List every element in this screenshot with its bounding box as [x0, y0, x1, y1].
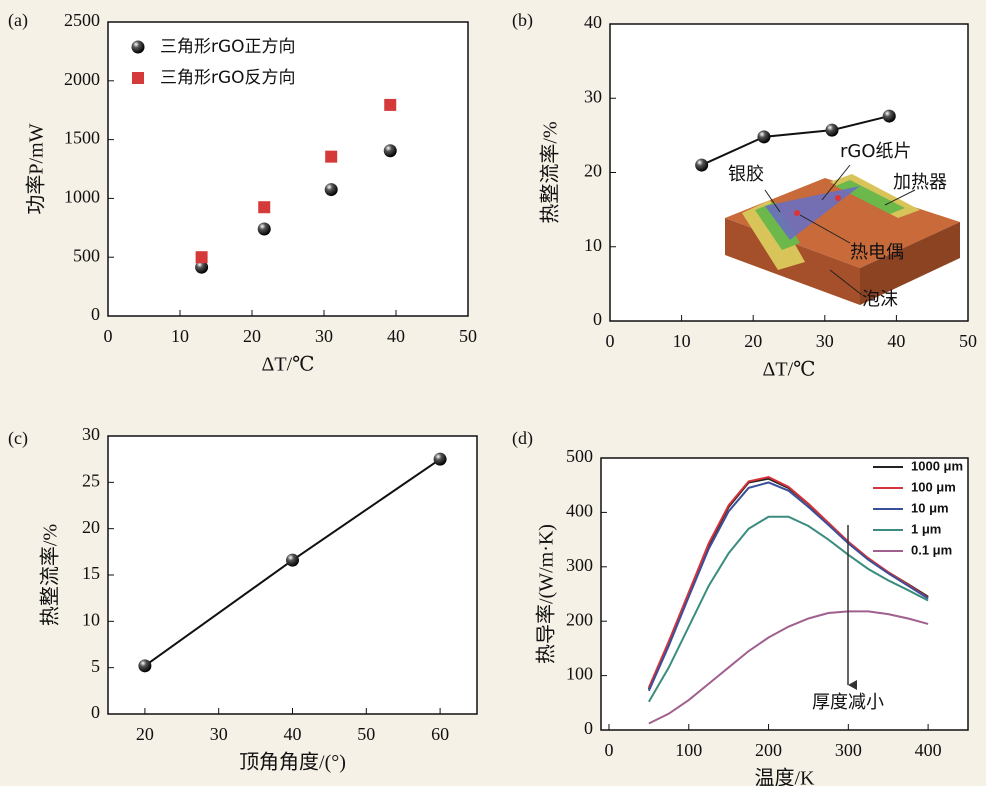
x-tick-label: 20: [744, 331, 762, 351]
panel-label: (a): [8, 10, 28, 31]
legend-label: 1000 μm: [911, 458, 963, 473]
x-tick-label: 30: [816, 331, 834, 351]
x-tick-label: 50: [357, 724, 375, 744]
y-tick-label: 20: [584, 161, 602, 181]
y-tick-label: 40: [584, 12, 602, 32]
legend-label: 100 μm: [911, 479, 956, 494]
legend-label: 1 μm: [911, 521, 941, 536]
x-tick-label: 40: [887, 331, 905, 351]
x-tick-label: 10: [673, 331, 691, 351]
x-tick-label: 30: [210, 724, 228, 744]
x-tick-label: 400: [915, 740, 942, 760]
x-tick-label: 50: [459, 326, 477, 346]
y-tick-label: 10: [82, 609, 100, 629]
y-axis-label: 热整流率/%: [539, 121, 562, 223]
data-point: [695, 159, 708, 172]
x-axis-label: ΔT/℃: [261, 354, 314, 376]
legend-label: 三角形rGO正方向: [160, 37, 296, 57]
plot-area: [108, 22, 468, 316]
y-tick-label: 1000: [64, 187, 100, 207]
y-tick-label: 15: [82, 563, 100, 583]
panel-label: (b): [512, 10, 533, 31]
y-tick-label: 20: [82, 517, 100, 537]
y-tick-label: 300: [566, 555, 593, 575]
x-tick-label: 0: [606, 331, 615, 351]
y-axis-label: 热整流率/%: [39, 524, 62, 626]
y-tick-label: 30: [584, 86, 602, 106]
y-tick-label: 0: [91, 304, 100, 324]
annotation: 厚度减小: [812, 692, 884, 713]
legend-marker: [132, 72, 144, 84]
x-axis-label: 温度/K: [755, 767, 816, 786]
x-tick-label: 100: [675, 740, 702, 760]
x-tick-label: 200: [755, 740, 782, 760]
inset-label: 银胶: [728, 164, 764, 185]
data-point: [384, 99, 396, 111]
x-tick-label: 60: [431, 724, 449, 744]
y-tick-label: 100: [566, 664, 593, 684]
data-point: [138, 659, 151, 672]
y-tick-label: 2000: [64, 69, 100, 89]
y-tick-label: 1500: [64, 128, 100, 148]
x-tick-label: 20: [136, 724, 154, 744]
y-tick-label: 500: [566, 446, 593, 466]
y-axis-label: 热导率/(W/m·K): [535, 524, 558, 664]
data-point: [325, 183, 338, 196]
x-tick-label: 300: [835, 740, 862, 760]
data-point: [258, 201, 270, 213]
inset-label: rGO纸片: [840, 141, 912, 162]
y-tick-label: 10: [584, 235, 602, 255]
data-point: [434, 453, 447, 466]
y-tick-label: 5: [91, 656, 100, 676]
y-tick-label: 2500: [64, 10, 100, 30]
data-point: [384, 144, 397, 157]
x-tick-label: 0: [604, 740, 613, 760]
y-tick-label: 30: [82, 424, 100, 444]
data-point: [286, 554, 299, 567]
y-tick-label: 500: [73, 245, 100, 265]
y-tick-label: 400: [566, 501, 593, 521]
x-tick-label: 50: [959, 331, 977, 351]
y-tick-label: 200: [566, 609, 593, 629]
x-axis-label: ΔT/℃: [762, 359, 815, 381]
y-axis-label: 功率P/mW: [25, 123, 48, 214]
data-point: [883, 110, 896, 123]
legend-marker: [132, 41, 145, 54]
data-point: [825, 124, 838, 137]
y-tick-label: 0: [593, 309, 602, 329]
data-point: [757, 130, 770, 143]
panel-label: (c): [8, 428, 28, 449]
plot-area: [108, 436, 477, 714]
legend-label: 10 μm: [911, 500, 949, 515]
x-tick-label: 0: [104, 326, 113, 346]
inset-label: 加热器: [893, 172, 947, 193]
x-tick-label: 30: [315, 326, 333, 346]
panel-label: (d): [512, 428, 533, 449]
y-tick-label: 25: [82, 470, 100, 490]
data-point: [196, 251, 208, 263]
data-point: [325, 151, 337, 163]
x-axis-label: 顶角角度/(°): [239, 751, 346, 774]
x-tick-label: 20: [243, 326, 261, 346]
legend-label: 三角形rGO反方向: [160, 68, 296, 88]
figure: (a)0102030405005001000150020002500ΔT/℃功率…: [0, 0, 986, 786]
x-tick-label: 10: [171, 326, 189, 346]
inset-label: 泡沫: [862, 289, 898, 310]
inset-label: 热电偶: [850, 242, 904, 263]
x-tick-label: 40: [387, 326, 405, 346]
y-tick-label: 0: [91, 702, 100, 722]
x-tick-label: 40: [284, 724, 302, 744]
legend-label: 0.1 μm: [911, 542, 952, 557]
data-point: [258, 222, 271, 235]
y-tick-label: 0: [584, 718, 593, 738]
